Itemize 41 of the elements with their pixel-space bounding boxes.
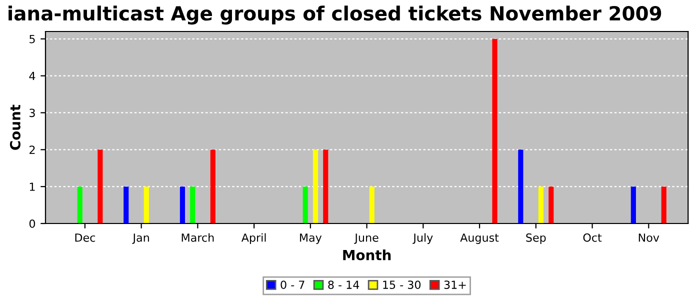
bar bbox=[77, 186, 82, 224]
bar bbox=[210, 150, 216, 224]
bar bbox=[630, 186, 636, 224]
bar bbox=[190, 186, 196, 224]
x-axis-title: Month bbox=[343, 250, 391, 260]
bar bbox=[323, 150, 328, 224]
legend-label: 15 - 30 bbox=[383, 280, 421, 289]
x-tick-label: Dec bbox=[75, 234, 96, 242]
bar bbox=[548, 186, 554, 224]
x-tick-label: Nov bbox=[638, 234, 660, 242]
x-tick-label: June bbox=[354, 234, 378, 244]
x-tick-label: March bbox=[182, 233, 214, 242]
bar bbox=[538, 186, 544, 224]
bar bbox=[492, 38, 498, 224]
y-tick-label: 1 bbox=[30, 182, 35, 191]
x-tick-label: August bbox=[460, 234, 499, 244]
bar bbox=[180, 186, 186, 224]
y-tick-label: 5 bbox=[30, 35, 35, 44]
y-tick-label: 0 bbox=[29, 219, 36, 228]
x-tick-label: Jan bbox=[132, 234, 149, 244]
x-tick-label: Sep bbox=[526, 233, 546, 244]
y-tick-label: 3 bbox=[30, 108, 35, 118]
x-tick-label: July bbox=[412, 233, 433, 244]
x-tick-label: May bbox=[300, 234, 322, 244]
bar bbox=[661, 186, 666, 224]
bar bbox=[144, 186, 149, 224]
legend-label: 31+ bbox=[444, 280, 466, 289]
x-tick-label: April bbox=[241, 233, 266, 244]
bar bbox=[312, 150, 318, 224]
bar bbox=[369, 186, 374, 224]
y-tick-label: 4 bbox=[29, 72, 36, 80]
y-axis-title: Count bbox=[10, 104, 20, 150]
bar bbox=[124, 186, 129, 224]
x-tick-label: Oct bbox=[583, 233, 602, 242]
chart-title: iana-multicast Age groups of closed tickets November 2009 bbox=[8, 6, 662, 25]
y-tick-label: 2 bbox=[30, 146, 35, 154]
legend-label: 8 - 14 bbox=[328, 280, 360, 289]
legend-label: 0 - 7 bbox=[280, 280, 304, 289]
bar bbox=[302, 186, 308, 224]
bar bbox=[98, 150, 103, 224]
bar bbox=[518, 150, 524, 224]
